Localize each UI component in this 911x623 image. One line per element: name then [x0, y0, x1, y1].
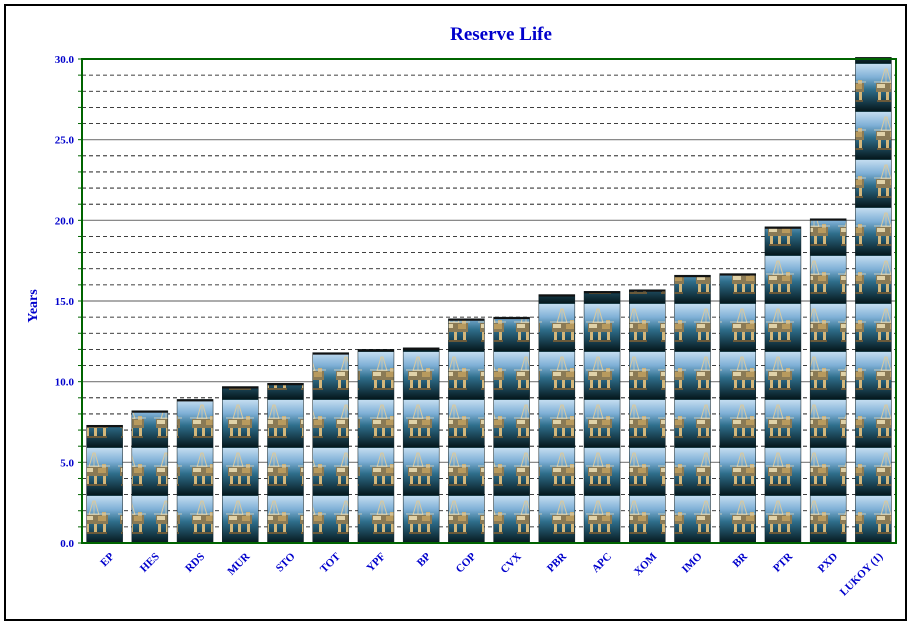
bar-apc [583, 291, 621, 544]
bar-ptr [764, 226, 802, 544]
y-tick-labels: 0.0 5.0 10.0 15.0 20.0 25.0 30.0 [55, 54, 75, 550]
x-tick-label: CVX [498, 551, 523, 576]
x-tick-label: PXD [816, 551, 841, 576]
x-tick-label: BP [415, 550, 434, 569]
x-tick-label: COP [454, 550, 479, 575]
x-tick-label: BR [731, 550, 751, 570]
bar-cap [86, 425, 123, 428]
bar-hes [131, 410, 169, 544]
bar-cap [357, 349, 394, 352]
bars [86, 57, 892, 544]
bar-cap [674, 275, 711, 278]
bar-cap [131, 410, 168, 413]
chart-frame: Reserve Life Years 0.0 5.0 10.0 15.0 20.0 25.… [4, 4, 907, 621]
plot-area-border [81, 58, 897, 544]
bar-br [719, 273, 756, 544]
bar-xom [629, 289, 666, 544]
bar-ypf [357, 349, 395, 544]
bar-ep [86, 424, 123, 544]
reserve-life-chart: Reserve Life Years 0.0 5.0 10.0 15.0 20.0 25.… [26, 24, 897, 598]
x-tick-label: PBR [545, 550, 570, 575]
y-tick-label: 25.0 [55, 135, 75, 147]
y-tick-label: 5.0 [60, 457, 74, 469]
bar-cap [538, 294, 575, 297]
bar-cap [493, 317, 530, 320]
x-tick-label: LUKOY (1) [838, 550, 886, 598]
y-tick-label: 30.0 [55, 54, 75, 66]
chart-title: Reserve Life [450, 24, 552, 45]
x-tick-label: XOM [632, 550, 660, 578]
bar-cap [719, 273, 756, 276]
bar-cop [448, 318, 485, 544]
bar-pbr [538, 294, 576, 544]
gridlines [78, 58, 896, 544]
x-tick-label: HES [138, 551, 162, 575]
bar-cap [403, 347, 440, 350]
x-tick-label: STO [274, 550, 298, 574]
bar-mur [222, 386, 259, 544]
bar-sto [267, 383, 304, 544]
bar-cap [177, 399, 214, 402]
bar-lukoy-1 [855, 57, 892, 544]
y-axis-label: Years [26, 289, 41, 323]
x-tick-labels: EP HES RDS MUR STO TOT YPF BP COP CVX PBR APC XOM IMO… [98, 550, 885, 598]
y-tick-label: 0.0 [60, 538, 74, 550]
bar-cap [764, 226, 801, 229]
x-tick-label: YPF [364, 550, 388, 574]
x-tick-label: MUR [225, 550, 253, 578]
bar-cap [584, 291, 621, 294]
bar-bp [402, 347, 440, 544]
x-tick-label: RDS [183, 551, 207, 575]
x-tick-label: PTR [771, 550, 796, 575]
bar-pxd [809, 218, 847, 544]
bar-tot [312, 352, 349, 544]
bar-cap [448, 318, 485, 321]
bar-cap [267, 383, 304, 386]
y-tick-label: 20.0 [55, 215, 75, 227]
bar-cap [222, 386, 259, 389]
x-tick-label: IMO [680, 550, 705, 575]
bar-imo [674, 274, 711, 544]
bar-cap [810, 218, 847, 221]
bar-cap [312, 352, 349, 355]
y-tick-label: 15.0 [55, 296, 75, 308]
bar-cap [629, 289, 666, 292]
x-tick-label: TOT [318, 550, 343, 575]
bar-cvx [493, 316, 530, 544]
y-tick-label: 10.0 [55, 377, 75, 389]
x-tick-label: APC [590, 551, 615, 576]
x-tick-label: EP [98, 550, 117, 569]
bar-rds [176, 399, 214, 544]
